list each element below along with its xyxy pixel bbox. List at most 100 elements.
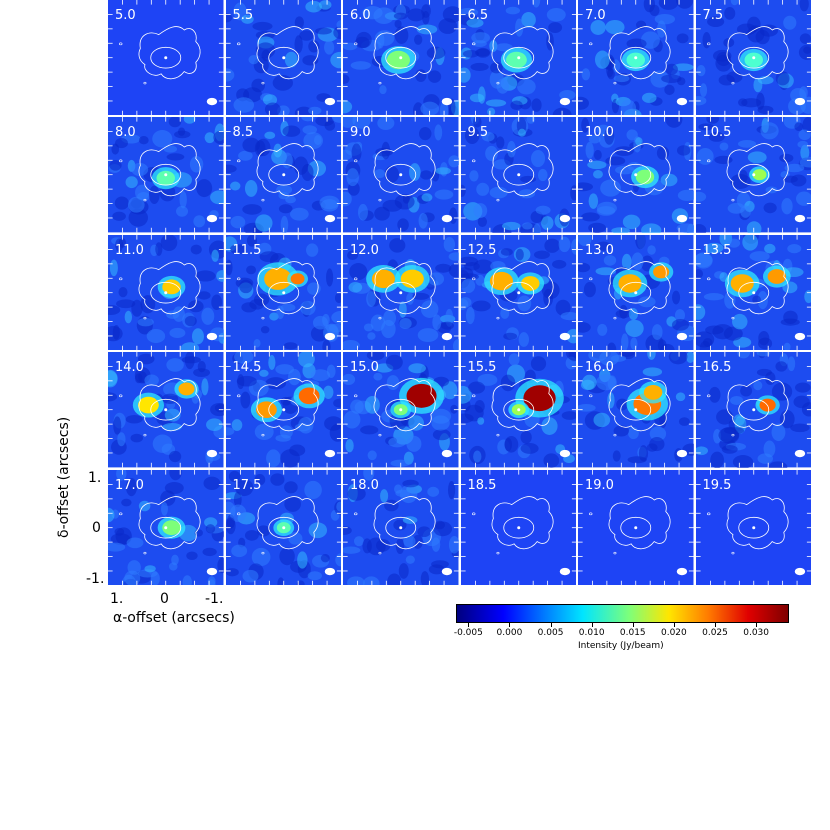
colorbar: [456, 604, 789, 623]
panel-image: [343, 469, 459, 585]
colorbar-tick-label: 0.000: [496, 628, 523, 638]
x-tick-1: 1.: [110, 591, 124, 607]
velocity-label: 13.5: [702, 242, 732, 258]
velocity-label: 5.5: [232, 8, 254, 23]
panel-image: [460, 117, 576, 233]
panel-image: [108, 352, 224, 468]
channel-panel: 7.5: [695, 0, 813, 118]
channel-panel: 12.0: [343, 234, 461, 353]
colorbar-tick-mark: [468, 623, 470, 627]
channel-panel: 15.5: [460, 352, 578, 470]
channel-panel: 11.5: [225, 234, 343, 353]
channel-panel: 14.0: [108, 352, 226, 470]
velocity-label: 8.0: [115, 125, 136, 141]
x-tick-0: 0: [160, 591, 169, 607]
channel-panel: 6.0: [343, 0, 461, 118]
panel-image: [460, 469, 576, 585]
panel-image: [578, 469, 694, 585]
colorbar-tick-mark: [550, 623, 552, 627]
panel-image: [225, 0, 341, 116]
colorbar-tick-label: -0.005: [453, 628, 483, 638]
channel-panel: 11.0: [108, 234, 226, 353]
channel-panel: 16.5: [695, 352, 813, 470]
velocity-label: 10.0: [585, 125, 614, 141]
colorbar-tick-mark: [509, 623, 511, 627]
channel-panel: 19.5: [695, 469, 813, 587]
velocity-label: 14.5: [232, 360, 262, 376]
channel-panel: 18.5: [460, 469, 578, 587]
velocity-label: 9.5: [467, 125, 489, 141]
panel-image: [108, 234, 224, 351]
channel-panel: 7.0: [578, 0, 696, 118]
channel-panel: 14.5: [225, 352, 343, 470]
panel-image: [695, 469, 811, 585]
panel-image: [225, 234, 341, 351]
channel-panel: 9.5: [460, 117, 578, 235]
channel-panel: 8.0: [108, 117, 226, 235]
panel-image: [460, 0, 576, 116]
velocity-label: 6.0: [350, 8, 371, 23]
channel-panel: 12.5: [460, 234, 578, 353]
colorbar-tick-label: 0.020: [660, 628, 687, 638]
colorbar-tick-label: 0.015: [619, 628, 646, 638]
velocity-label: 16.5: [702, 360, 732, 376]
velocity-label: 17.5: [232, 477, 262, 493]
velocity-label: 11.5: [232, 242, 262, 258]
colorbar-tick-label: 0.010: [578, 628, 605, 638]
channel-panel: 17.0: [108, 469, 226, 587]
panel-image: [343, 234, 459, 351]
panel-image: [225, 352, 341, 468]
velocity-label: 19.0: [585, 477, 614, 493]
velocity-label: 15.0: [350, 360, 379, 376]
channel-panel: 19.0: [578, 469, 696, 587]
colorbar-tick-label: 0.030: [743, 628, 769, 638]
velocity-label: 7.0: [585, 8, 606, 23]
channel-panel: 6.5: [460, 0, 578, 118]
panel-image: [460, 352, 576, 468]
panel-image: [460, 234, 576, 351]
velocity-label: 12.0: [350, 242, 379, 258]
channel-panel: 5.5: [225, 0, 343, 118]
colorbar-tick-label: 0.025: [702, 628, 728, 638]
channel-panel: 18.0: [343, 469, 461, 587]
velocity-label: 6.5: [467, 8, 489, 23]
channel-panel: 10.5: [695, 117, 813, 235]
channel-panel: 9.0: [343, 117, 461, 235]
panel-image: [578, 234, 694, 351]
colorbar-tick-mark: [756, 623, 758, 627]
y-tick-1: 1.: [88, 470, 102, 486]
channel-panel: 10.0: [578, 117, 696, 235]
x-axis-label: α-offset (arcsecs): [113, 610, 235, 626]
colorbar-tick-mark: [632, 623, 634, 627]
panel-image: [225, 469, 341, 585]
velocity-label: 14.0: [115, 360, 144, 376]
velocity-label: 5.0: [115, 8, 136, 23]
x-tick-minus1: -1.: [205, 591, 224, 607]
panel-image: [108, 469, 224, 585]
panel-image: [578, 352, 694, 468]
velocity-label: 19.5: [702, 477, 732, 493]
y-axis-label: δ-offset (arcsecs): [56, 416, 72, 538]
colorbar-tick-mark: [715, 623, 716, 627]
velocity-label: 16.0: [585, 360, 614, 376]
panel-image: [343, 117, 459, 233]
channel-map-grid: 5.0 5.5 6.0 6.5 7.0 7.5 8.0 8.5 9.0 9.5 10.0 10.5 11…: [108, 0, 813, 587]
y-tick-minus1: -1.: [86, 571, 105, 587]
panel-image: [343, 352, 459, 468]
velocity-label: 17.0: [115, 477, 144, 493]
channel-panel: 16.0: [578, 352, 696, 470]
channel-panel: 13.5: [695, 234, 813, 353]
panel-image: [343, 0, 459, 116]
colorbar-tick-label: 0.005: [537, 628, 564, 638]
colorbar-tick-mark: [673, 623, 675, 627]
velocity-label: 18.0: [350, 477, 379, 493]
panel-image: [578, 0, 694, 116]
panel-image: [695, 117, 811, 233]
velocity-label: 13.0: [585, 242, 614, 258]
colorbar-label: Intensity (Jy/beam): [578, 641, 664, 651]
channel-panel: 15.0: [343, 352, 461, 470]
panel-image: [108, 117, 224, 233]
velocity-label: 18.5: [467, 477, 497, 493]
y-tick-0: 0: [92, 520, 101, 536]
channel-panel: 5.0: [108, 0, 226, 118]
